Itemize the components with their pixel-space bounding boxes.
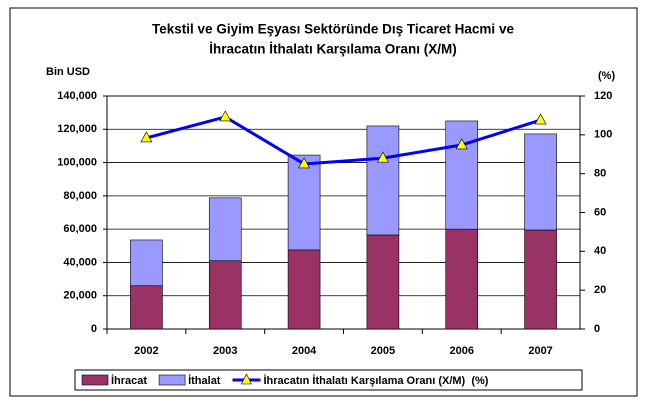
marker (534, 113, 547, 125)
bar (287, 154, 321, 251)
marker (455, 138, 468, 150)
y2-tick-label: 20 (594, 284, 606, 296)
legend-swatch (240, 373, 252, 385)
legend-label: İhracatın İthalatı Karşılama Oranı (X/M)… (263, 374, 488, 387)
y-tick-label: 140,000 (57, 90, 97, 102)
y-tick-label: 120,000 (57, 123, 97, 135)
marker (140, 131, 153, 143)
y-tick-label: 20,000 (63, 290, 97, 302)
y2-tick-label: 60 (594, 206, 606, 218)
bar (208, 260, 242, 330)
bar (130, 239, 163, 287)
y-tick-label: 40,000 (63, 256, 97, 268)
chart-title: Tekstil ve Giyim Eşyası Sektöründe Dış T… (152, 22, 514, 37)
chart-title: İhracatın İthalatı Karşılama Oranı (X/M) (209, 42, 457, 57)
y-tick-label: 80,000 (63, 190, 97, 202)
y2-tick-label: 80 (594, 168, 606, 180)
bar (208, 197, 242, 262)
x-tick-label: 2002 (134, 345, 158, 357)
y2-axis-label: (%) (598, 70, 615, 82)
bar (445, 120, 479, 230)
y-tick-label: 60,000 (63, 223, 97, 235)
bar (524, 133, 557, 231)
legend-swatch (81, 374, 109, 386)
y2-tick-label: 0 (594, 323, 600, 335)
bar (366, 125, 400, 236)
legend-label: İthalat (188, 374, 221, 387)
legend (74, 369, 583, 391)
y2-tick-label: 100 (594, 129, 612, 141)
y2-tick-label: 120 (594, 90, 612, 102)
bar (287, 249, 321, 330)
y-tick-label: 100,000 (57, 156, 97, 168)
marker (376, 151, 389, 163)
line (146, 115, 542, 166)
marker (298, 157, 311, 169)
x-tick-label: 2007 (528, 345, 552, 357)
legend-label: İhracat (111, 374, 147, 387)
x-tick-label: 2005 (371, 345, 395, 357)
y2-tick-label: 40 (594, 245, 606, 257)
y-tick-label: 0 (91, 323, 97, 335)
marker (219, 110, 232, 122)
y-axis-label: Bin USD (46, 66, 90, 78)
plot-area (106, 95, 581, 330)
x-tick-label: 2004 (292, 345, 317, 357)
bar (445, 228, 479, 330)
bar (524, 229, 557, 330)
bar (366, 234, 400, 330)
legend-swatch (158, 374, 186, 386)
x-tick-label: 2006 (450, 345, 474, 357)
x-tick-label: 2003 (213, 345, 237, 357)
bar (130, 285, 163, 330)
